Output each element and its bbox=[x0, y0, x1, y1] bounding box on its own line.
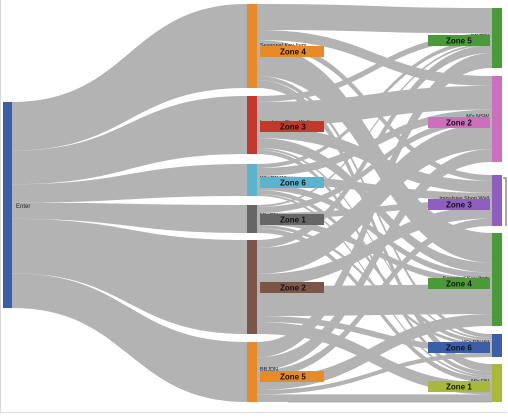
node-m5[interactable] bbox=[247, 240, 257, 334]
link-m2-to-r1 bbox=[257, 33, 492, 102]
link-enter-to-m4 bbox=[12, 202, 247, 233]
link-m1-to-r6 bbox=[257, 80, 492, 372]
link-m6-to-r1 bbox=[257, 53, 492, 358]
node-m6-tag: Zone 5 bbox=[280, 373, 306, 382]
link-m6-to-r3 bbox=[257, 218, 492, 378]
node-m6[interactable] bbox=[247, 342, 257, 402]
link-m6-to-r5 bbox=[257, 352, 492, 395]
node-m1-tag-bg bbox=[260, 46, 324, 57]
node-m1-tag: Zone 4 bbox=[280, 48, 306, 57]
node-r1[interactable] bbox=[492, 8, 502, 68]
link-enter-to-m3 bbox=[12, 164, 247, 203]
node-m3[interactable] bbox=[247, 164, 257, 196]
node-r4-tag: Zone 4 bbox=[446, 280, 472, 289]
node-r5-tag: Zone 6 bbox=[446, 344, 472, 353]
node-m3-tag: Zone 6 bbox=[280, 179, 306, 188]
node-r5-tag-bg bbox=[428, 342, 490, 353]
link-enter-to-m1 bbox=[12, 4, 247, 151]
node-r2[interactable] bbox=[492, 76, 502, 162]
node-r5[interactable] bbox=[492, 334, 502, 357]
node-r4[interactable] bbox=[492, 233, 502, 326]
node-m2-tag-bg bbox=[260, 121, 324, 132]
node-r2-tag: Zone 2 bbox=[446, 119, 472, 128]
node-r4-tag-bg bbox=[428, 278, 490, 289]
link-enter-to-m5 bbox=[12, 218, 247, 334]
link-m5-to-r3 bbox=[257, 206, 492, 286]
node-m1[interactable] bbox=[247, 4, 257, 88]
node-r6-tag-bg bbox=[428, 381, 490, 392]
node-m6-tag-bg bbox=[260, 371, 324, 382]
link-m6-to-r4 bbox=[257, 314, 492, 390]
link-m4-to-r2 bbox=[257, 117, 492, 213]
node-r6[interactable] bbox=[492, 364, 502, 402]
link-m3-to-r1 bbox=[257, 39, 492, 168]
node-r2-tag-bg bbox=[428, 117, 490, 128]
node-r1-tag-bg bbox=[428, 35, 490, 46]
link-m5-to-r1 bbox=[257, 45, 492, 249]
node-r1-tag: Zone 5 bbox=[446, 37, 472, 46]
labels-layer: EnterSeasonal Key-ItemZone 4Impulsive Sh… bbox=[16, 34, 507, 403]
node-r3-tag: Zone 3 bbox=[446, 201, 472, 210]
nodes-layer bbox=[3, 4, 502, 402]
node-r6-tag: Zone 1 bbox=[446, 383, 472, 392]
right-edge-bracket bbox=[503, 177, 507, 226]
link-enter-to-m2 bbox=[12, 96, 247, 185]
node-m3-tag-bg bbox=[260, 177, 324, 188]
link-m6-to-r6 bbox=[257, 394, 492, 402]
link-m4-to-r1 bbox=[257, 43, 492, 207]
node-enter[interactable] bbox=[3, 102, 12, 308]
node-m5-tag: Zone 2 bbox=[280, 284, 306, 293]
node-m4[interactable] bbox=[247, 205, 257, 233]
node-r3-tag-bg bbox=[428, 199, 490, 210]
node-enter-label: Enter bbox=[16, 204, 30, 210]
node-r3[interactable] bbox=[492, 175, 502, 226]
node-m2[interactable] bbox=[247, 96, 257, 154]
link-m3-to-r5 bbox=[257, 190, 492, 344]
link-m3-to-r4 bbox=[257, 184, 492, 279]
link-m1-to-r1 bbox=[257, 4, 492, 34]
link-m6-to-r2 bbox=[257, 149, 492, 371]
link-enter-to-m6 bbox=[12, 273, 247, 402]
node-m6-label: BBJDN bbox=[260, 367, 278, 373]
links-layer bbox=[12, 4, 492, 402]
node-m4-tag: Zone 1 bbox=[280, 216, 306, 225]
node-m5-tag-bg bbox=[260, 282, 324, 293]
node-m4-tag-bg bbox=[260, 214, 324, 225]
node-m2-tag: Zone 3 bbox=[280, 123, 306, 132]
